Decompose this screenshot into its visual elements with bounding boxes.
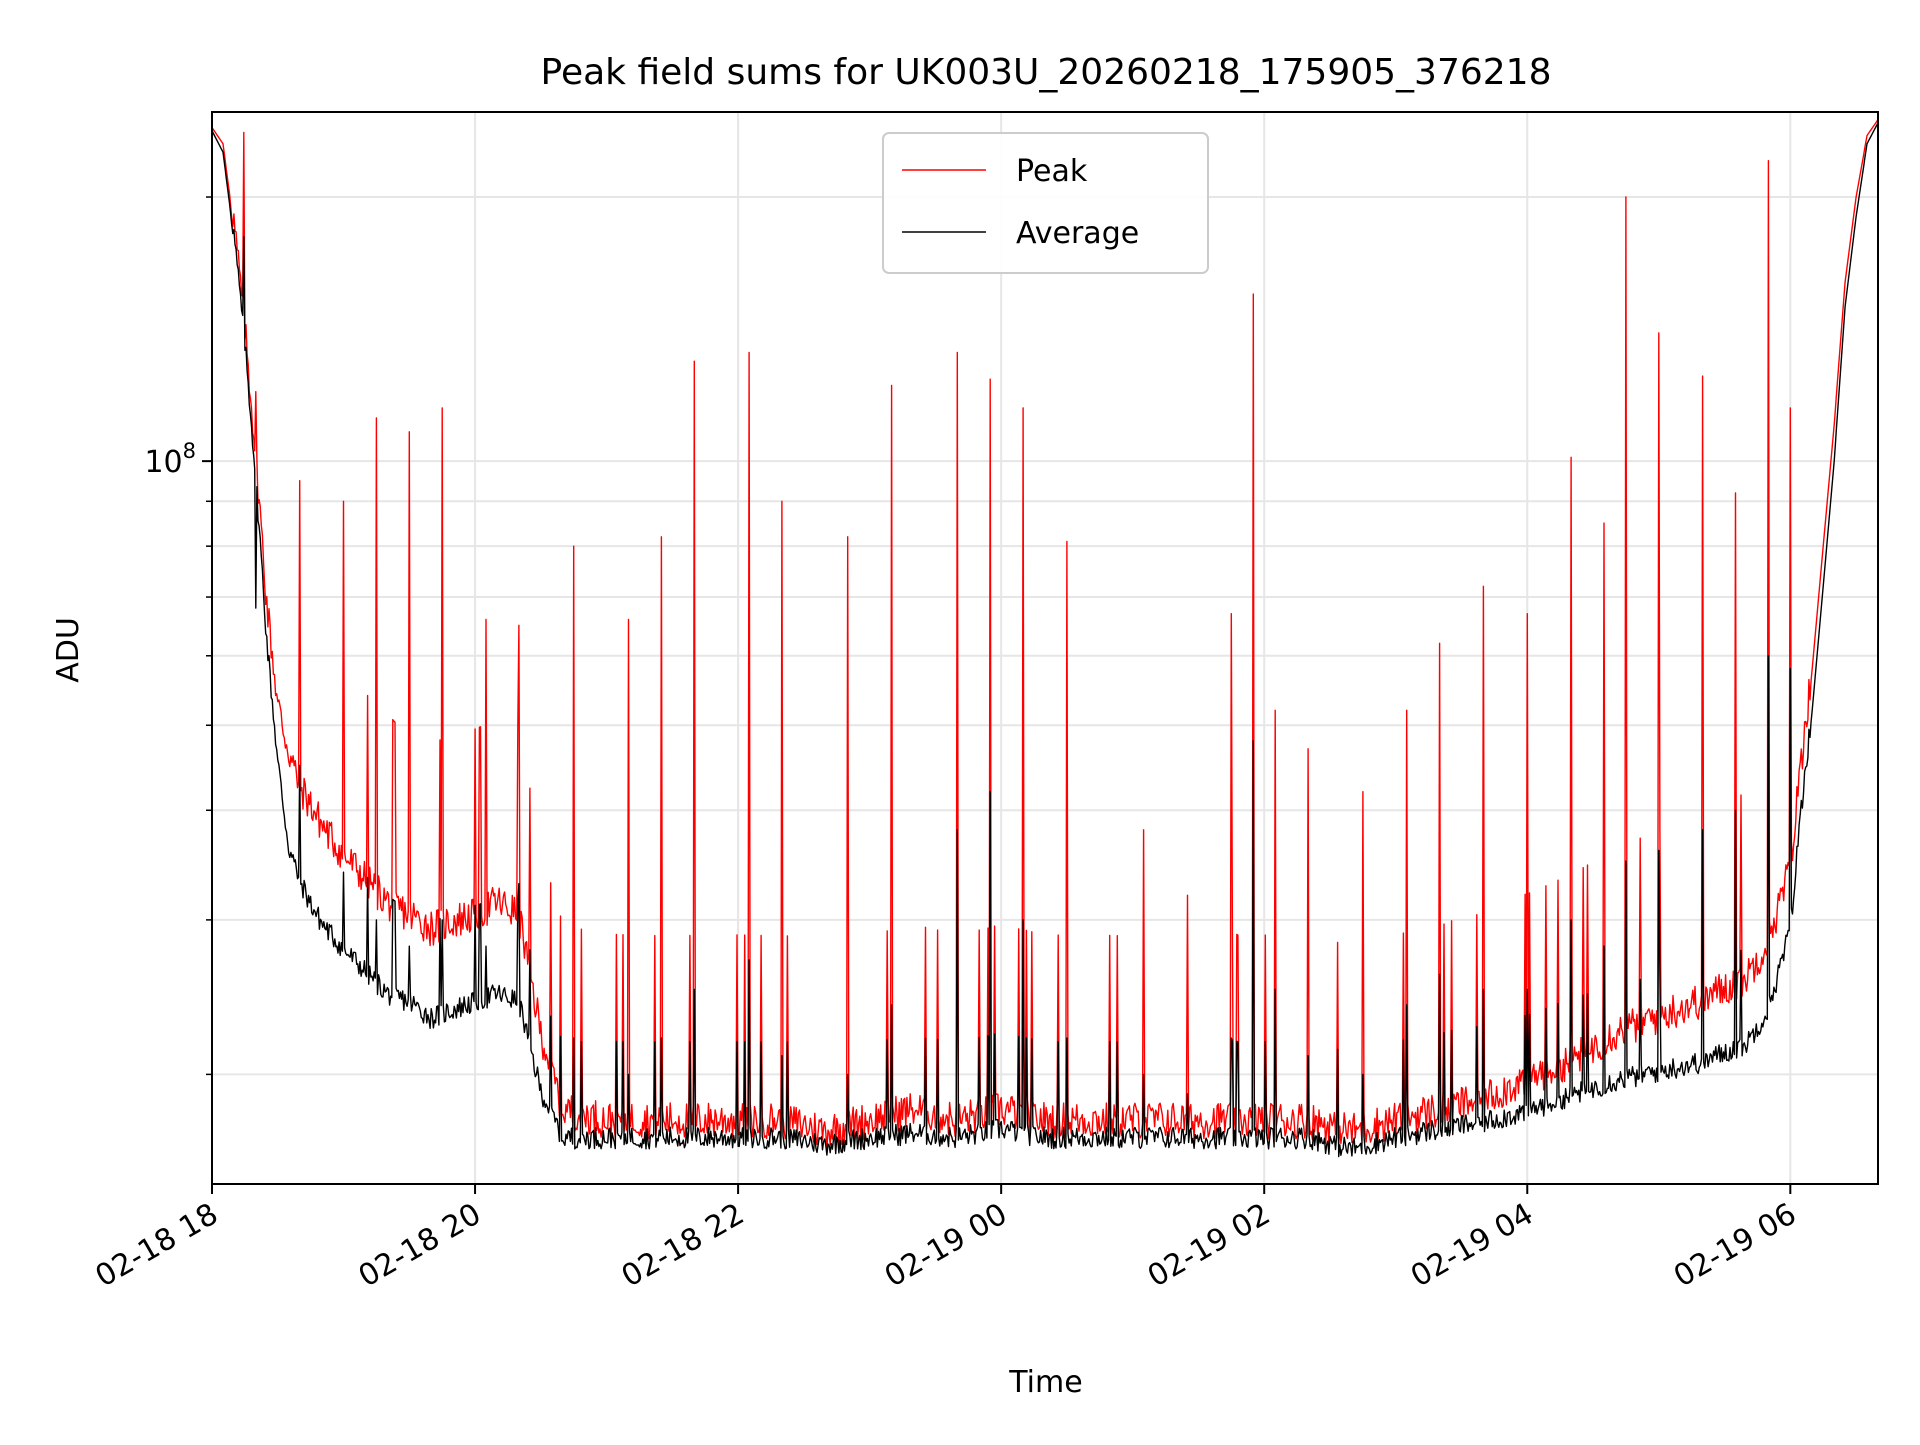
series-line-peak — [212, 119, 1878, 1150]
x-axis-label: Time — [1008, 1365, 1082, 1400]
grid-layer — [211, 112, 1878, 1184]
legend-box — [882, 132, 1209, 274]
legend-label-peak: Peak — [1016, 154, 1088, 189]
legend: Peak Average — [882, 132, 1209, 274]
plot-frame — [211, 111, 1879, 1185]
chart-title: Peak field sums for UK003U_20260218_1759… — [541, 52, 1552, 93]
y-axis-label: ADU — [51, 617, 86, 683]
series-layer — [212, 119, 1878, 1158]
series-line-average — [212, 122, 1878, 1158]
legend-label-average: Average — [1016, 216, 1139, 251]
